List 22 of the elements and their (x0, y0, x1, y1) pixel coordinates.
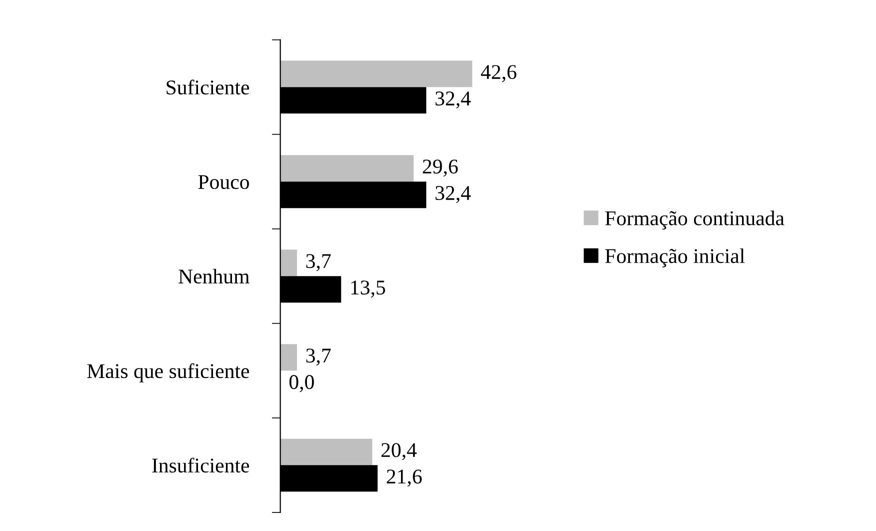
data-label: 3,7 (306, 348, 331, 366)
data-label: 32,4 (436, 92, 471, 109)
legend-label: Formação continuada (605, 210, 784, 230)
y-tick-label: Mais que suficiente (87, 363, 250, 382)
data-label: 42,6 (480, 65, 516, 82)
y-tick-label: Insuficiente (152, 458, 250, 473)
y-tick-label: Nenhum (178, 268, 250, 284)
data-label: 21,6 (386, 470, 422, 487)
data-label: 0,0 (289, 375, 314, 392)
bar (280, 438, 372, 466)
data-label: 13,5 (351, 280, 386, 298)
legend-label: Formação inicial (605, 248, 745, 268)
bar (280, 250, 297, 276)
bar (280, 60, 472, 88)
data-label: 3,7 (306, 254, 331, 272)
bar (280, 344, 297, 371)
data-label: 20,4 (381, 443, 417, 460)
data-label: 29,6 (422, 160, 458, 177)
y-tick-label: Suficiente (166, 80, 250, 95)
data-label: 32,4 (436, 186, 471, 204)
y-tick-label: Pouco (198, 175, 249, 190)
bar (280, 155, 414, 182)
